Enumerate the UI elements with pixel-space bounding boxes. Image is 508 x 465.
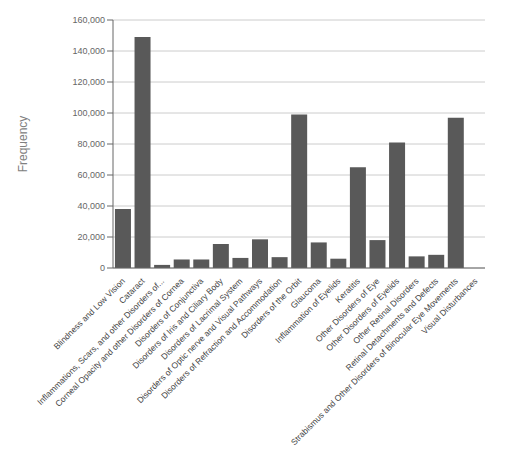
svg-text:Disorders of Lacrimal System: Disorders of Lacrimal System [159,276,245,362]
svg-text:Inflammation of Eyelids: Inflammation of Eyelids [273,276,342,345]
svg-text:Disorders of Refraction and Ac: Disorders of Refraction and Accommodatio… [159,276,284,401]
svg-text:0: 0 [100,263,105,273]
svg-text:Other Disorders of Eye: Other Disorders of Eye [313,276,382,345]
svg-text:80,000: 80,000 [77,139,105,149]
svg-text:Glaucoma: Glaucoma [288,276,323,311]
svg-text:Frequency: Frequency [16,116,30,173]
svg-text:Disorders of Conjunctiva: Disorders of Conjunctiva [132,276,206,349]
svg-text:Inflammations, Scars, and othe: Inflammations, Scars, and other Disorder… [35,276,167,407]
svg-text:Corneal Opacity and other Diso: Corneal Opacity and other Disorders of C… [53,276,186,409]
svg-text:Disorders of the Orbit: Disorders of the Orbit [239,276,304,341]
svg-text:Disorders of Optic nerve and V: Disorders of Optic nerve and Visual Path… [135,276,264,405]
svg-text:40,000: 40,000 [77,201,105,211]
svg-text:Cataract: Cataract [116,276,147,306]
svg-text:Strabismus and Other Disorders: Strabismus and Other Disorders of Binocu… [289,276,460,447]
svg-text:60,000: 60,000 [77,170,105,180]
svg-text:Disorders of Iris and Ciliary: Disorders of Iris and Ciliary Body [130,276,225,371]
svg-text:Blindness and Low Vision: Blindness and Low Vision [51,276,127,352]
svg-text:Other Disorders of Eyelids: Other Disorders of Eyelids [323,276,402,354]
svg-text:160,000: 160,000 [72,15,105,25]
svg-text:20,000: 20,000 [77,232,105,242]
svg-text:Keratitis: Keratitis [333,276,362,305]
svg-text:120,000: 120,000 [72,77,105,87]
svg-text:Retinal Detachments and Defect: Retinal Detachments and Defects [343,276,441,373]
svg-text:100,000: 100,000 [72,108,105,118]
svg-text:Other Retinal Disorders: Other Retinal Disorders [350,276,421,346]
svg-text:140,000: 140,000 [72,46,105,56]
svg-text:Visual Disturbances: Visual Disturbances [419,276,479,336]
